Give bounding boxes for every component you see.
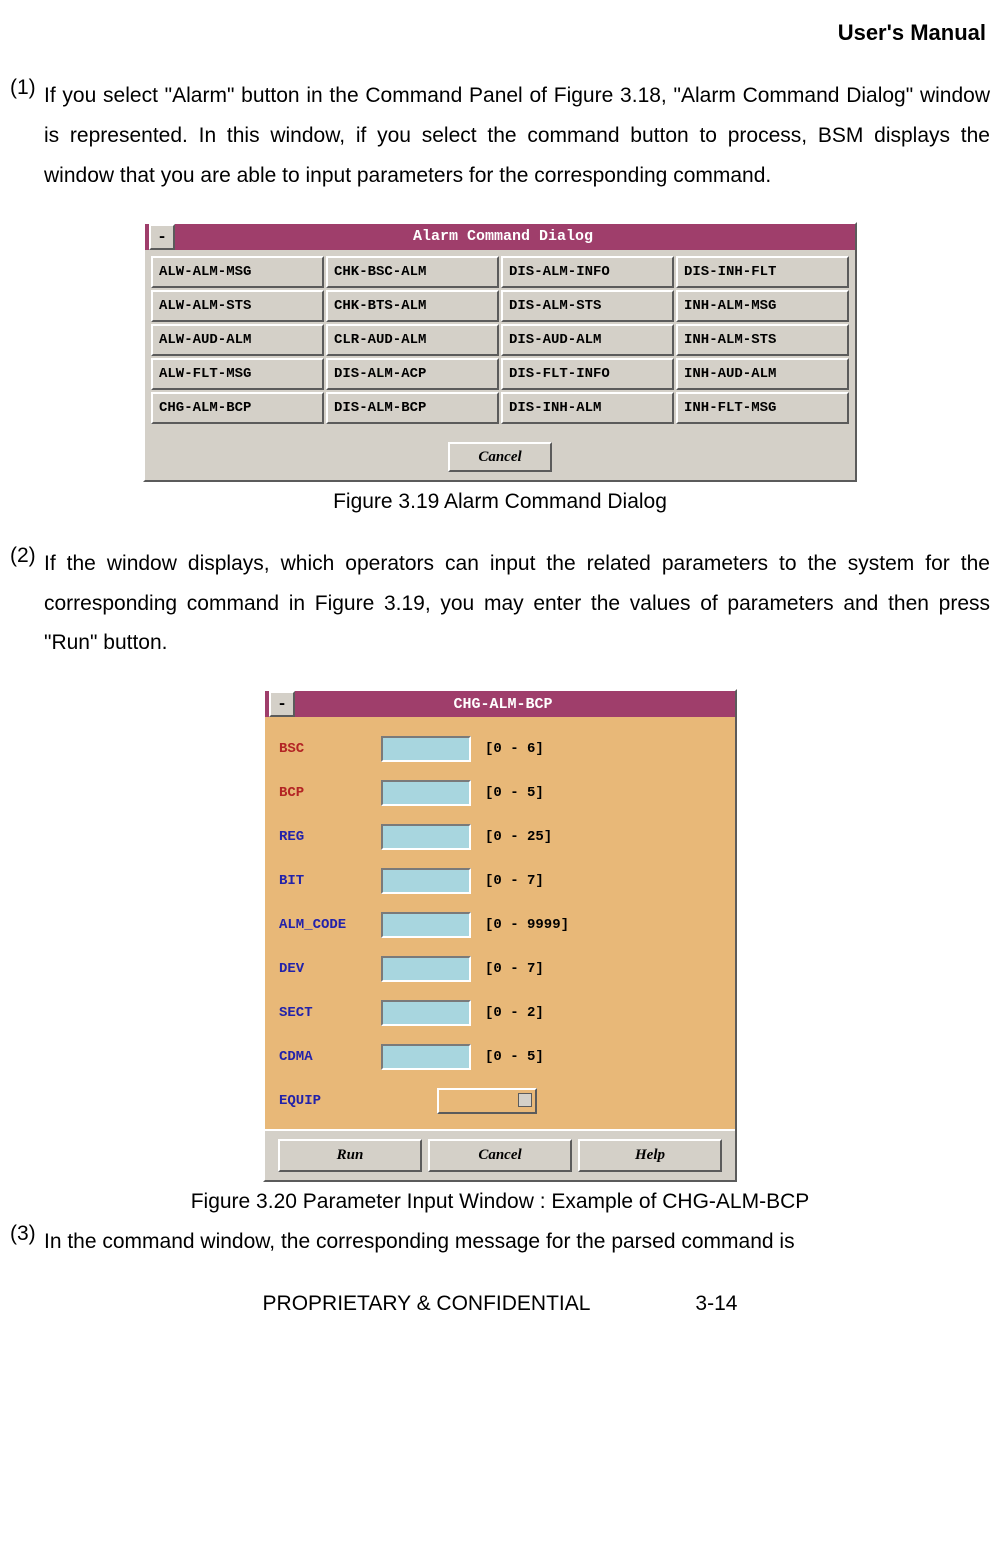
param-range: [0 - 7]	[485, 873, 544, 889]
param-row: BSC [0 - 6]	[279, 727, 721, 771]
param-range: [0 - 9999]	[485, 917, 569, 933]
command-button[interactable]: INH-ALM-MSG	[676, 290, 849, 322]
param-label: BCP	[279, 785, 381, 801]
param-row: ALM_CODE [0 - 9999]	[279, 903, 721, 947]
command-button[interactable]: DIS-FLT-INFO	[501, 358, 674, 390]
param-input[interactable]	[381, 780, 471, 806]
param-label: REG	[279, 829, 381, 845]
param-range: [0 - 6]	[485, 741, 544, 757]
figure-caption-2: Figure 3.20 Parameter Input Window : Exa…	[10, 1190, 990, 1214]
system-menu-icon[interactable]: -	[269, 691, 295, 717]
param-label: DEV	[279, 961, 381, 977]
param-range: [0 - 2]	[485, 1005, 544, 1021]
param-row: DEV [0 - 7]	[279, 947, 721, 991]
command-button[interactable]: DIS-ALM-BCP	[326, 392, 499, 424]
command-button[interactable]: CHG-ALM-BCP	[151, 392, 324, 424]
chg-alm-bcp-window: - CHG-ALM-BCP BSC [0 - 6] BCP [0 - 5] REG [0 …	[263, 689, 737, 1182]
command-button[interactable]: DIS-ALM-ACP	[326, 358, 499, 390]
command-button[interactable]: ALW-FLT-MSG	[151, 358, 324, 390]
command-button[interactable]: DIS-AUD-ALM	[501, 324, 674, 356]
system-menu-icon[interactable]: -	[149, 224, 175, 250]
command-button[interactable]: DIS-ALM-STS	[501, 290, 674, 322]
param-label: BSC	[279, 741, 381, 757]
param-row: BIT [0 - 7]	[279, 859, 721, 903]
param-input[interactable]	[381, 736, 471, 762]
para1-text: If you select "Alarm" button in the Comm…	[44, 76, 990, 196]
alarm-dialog-title: Alarm Command Dialog	[179, 228, 855, 245]
command-button[interactable]: INH-AUD-ALM	[676, 358, 849, 390]
para3-text: In the command window, the corresponding…	[44, 1222, 795, 1262]
param-label: SECT	[279, 1005, 381, 1021]
para2-text: If the window displays, which operators …	[44, 544, 990, 664]
param-label: CDMA	[279, 1049, 381, 1065]
page-footer: PROPRIETARY & CONFIDENTIAL 3-14	[10, 1292, 990, 1316]
command-button[interactable]: INH-ALM-STS	[676, 324, 849, 356]
param-label: EQUIP	[279, 1093, 381, 1109]
param-input[interactable]	[381, 824, 471, 850]
param-row: CDMA [0 - 5]	[279, 1035, 721, 1079]
figure-caption-1: Figure 3.19 Alarm Command Dialog	[10, 490, 990, 514]
cancel-button[interactable]: Cancel	[448, 442, 551, 472]
para2-num: (2)	[10, 544, 44, 664]
param-label: ALM_CODE	[279, 917, 381, 933]
help-button[interactable]: Help	[578, 1139, 722, 1172]
chg-alm-bcp-titlebar: - CHG-ALM-BCP	[265, 691, 735, 717]
param-range: [0 - 5]	[485, 1049, 544, 1065]
command-button[interactable]: ALW-ALM-MSG	[151, 256, 324, 288]
command-button[interactable]: DIS-ALM-INFO	[501, 256, 674, 288]
param-range: [0 - 25]	[485, 829, 552, 845]
param-input[interactable]	[381, 1044, 471, 1070]
command-button[interactable]: CLR-AUD-ALM	[326, 324, 499, 356]
param-range: [0 - 5]	[485, 785, 544, 801]
cancel-button[interactable]: Cancel	[428, 1139, 572, 1172]
command-button[interactable]: ALW-AUD-ALM	[151, 324, 324, 356]
chg-alm-bcp-title: CHG-ALM-BCP	[299, 696, 735, 713]
param-row-equip: EQUIP	[279, 1079, 721, 1123]
command-button[interactable]: CHK-BTS-ALM	[326, 290, 499, 322]
param-input[interactable]	[381, 912, 471, 938]
run-button[interactable]: Run	[278, 1139, 422, 1172]
command-button[interactable]: CHK-BSC-ALM	[326, 256, 499, 288]
param-row: REG [0 - 25]	[279, 815, 721, 859]
param-row: SECT [0 - 2]	[279, 991, 721, 1035]
command-button[interactable]: DIS-INH-FLT	[676, 256, 849, 288]
page-header: User's Manual	[10, 20, 990, 46]
alarm-dialog-titlebar: - Alarm Command Dialog	[145, 224, 855, 250]
param-row: BCP [0 - 5]	[279, 771, 721, 815]
dropdown-handle-icon	[518, 1093, 532, 1107]
alarm-command-dialog-window: - Alarm Command Dialog ALW-ALM-MSGCHK-BS…	[143, 222, 857, 482]
param-range: [0 - 7]	[485, 961, 544, 977]
para3-num: (3)	[10, 1222, 44, 1262]
param-input[interactable]	[381, 1000, 471, 1026]
param-label: BIT	[279, 873, 381, 889]
command-button[interactable]: ALW-ALM-STS	[151, 290, 324, 322]
command-button[interactable]: INH-FLT-MSG	[676, 392, 849, 424]
para1-num: (1)	[10, 76, 44, 196]
equip-dropdown[interactable]	[437, 1088, 537, 1114]
param-input[interactable]	[381, 956, 471, 982]
param-input[interactable]	[381, 868, 471, 894]
command-button[interactable]: DIS-INH-ALM	[501, 392, 674, 424]
